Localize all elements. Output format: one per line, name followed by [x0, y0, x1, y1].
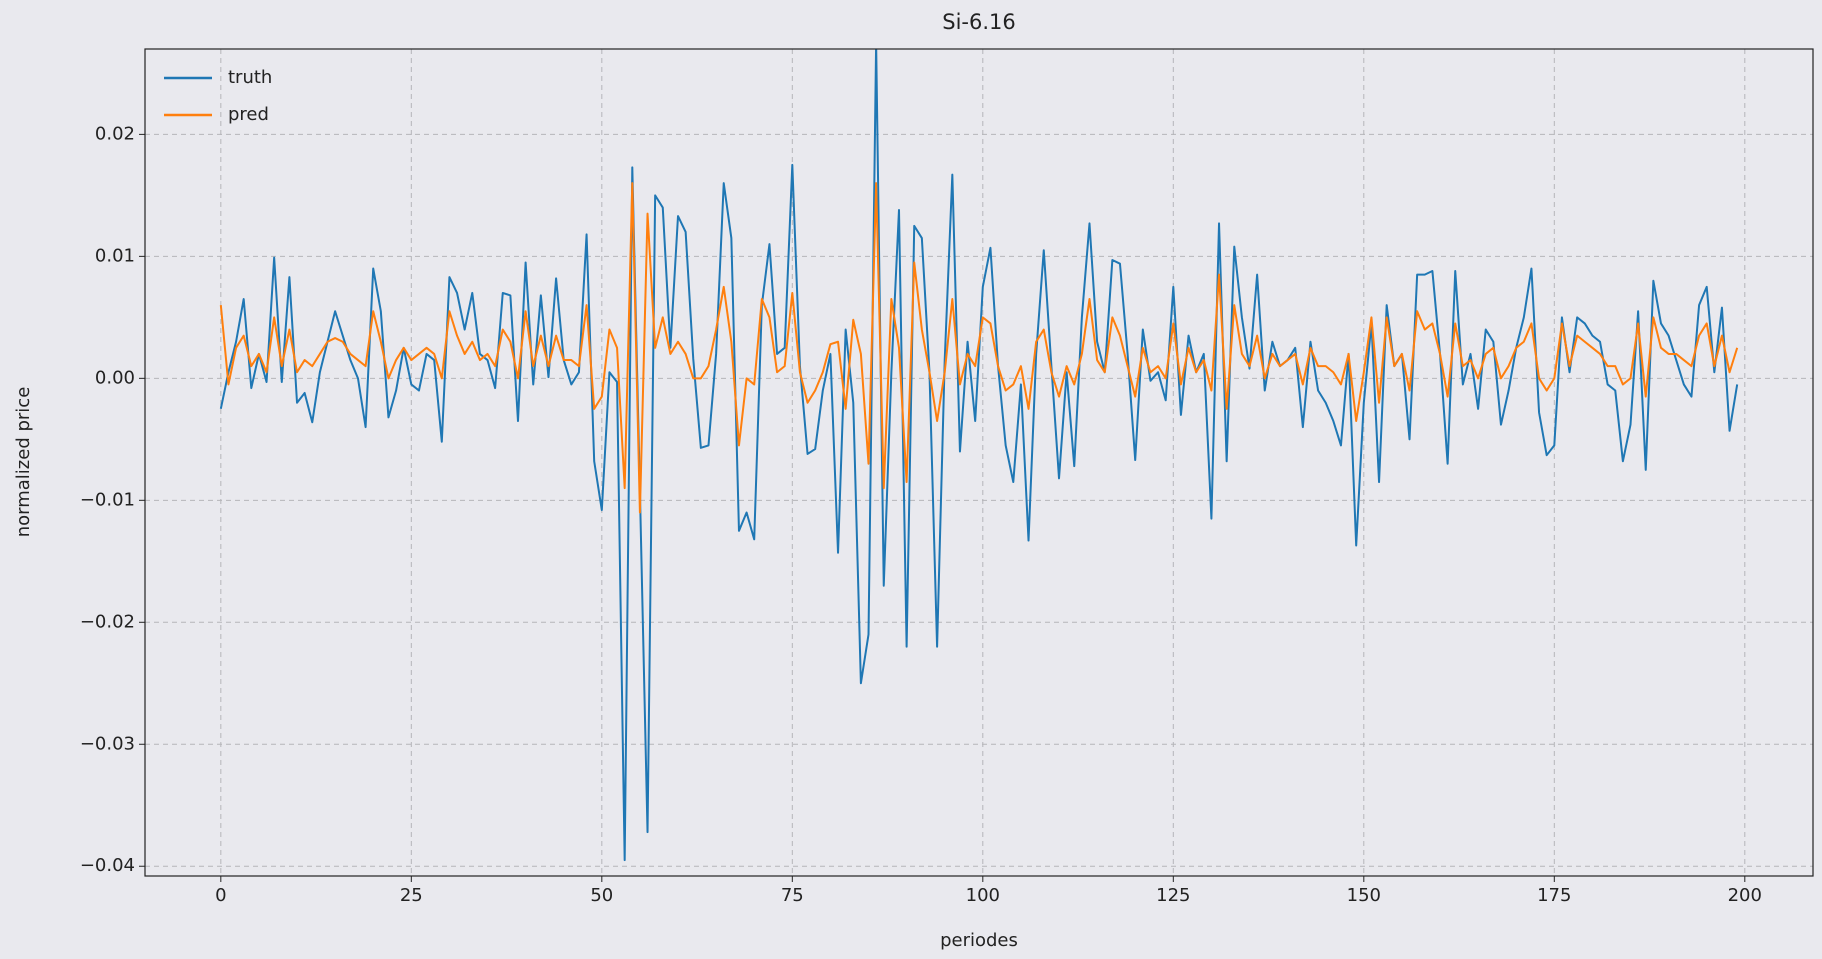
x-tick-label: 175	[1537, 885, 1571, 906]
x-tick-label: 75	[781, 885, 804, 906]
x-tick-label: 0	[215, 885, 226, 906]
legend-label: truth	[228, 67, 272, 88]
chart: Si-6.16 periodes normalized price 0 25 50 7…	[0, 0, 1822, 959]
background	[0, 0, 1822, 959]
y-tick-label: −0.04	[80, 855, 135, 876]
x-tick-label: 125	[1156, 885, 1190, 906]
chart-title: Si-6.16	[942, 10, 1016, 34]
y-tick-label: 0.02	[95, 123, 135, 144]
x-tick-label: 50	[590, 885, 613, 906]
y-tick-label: −0.02	[80, 611, 135, 632]
y-tick-label: −0.03	[80, 733, 135, 754]
x-tick-label: 150	[1347, 885, 1381, 906]
x-axis-label: periodes	[940, 930, 1018, 951]
y-tick-label: 0.01	[95, 245, 135, 266]
y-tick-label: −0.01	[80, 489, 135, 510]
x-tick-label: 100	[966, 885, 1000, 906]
y-tick-label: 0.00	[95, 367, 135, 388]
y-axis-label: normalized price	[13, 387, 34, 538]
legend-label: pred	[228, 104, 269, 125]
x-tick-label: 200	[1728, 885, 1762, 906]
x-tick-label: 25	[400, 885, 423, 906]
